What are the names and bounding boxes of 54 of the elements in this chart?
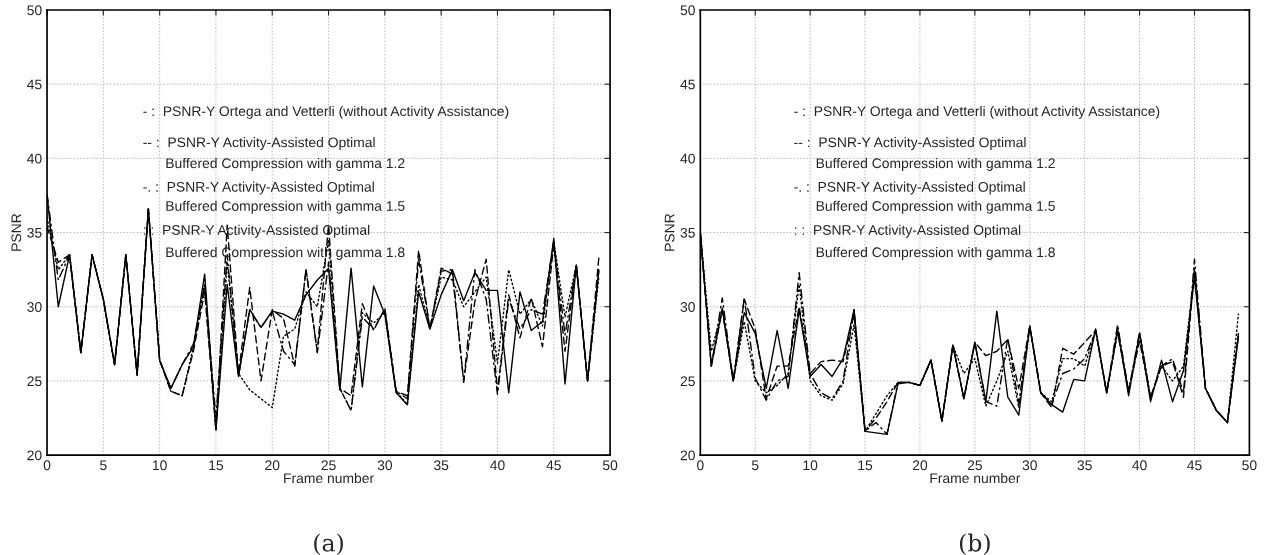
annotation: Buffered Compression with gamma 1.2: [816, 157, 1055, 171]
x-tick-label: 35: [433, 460, 449, 471]
text: (b): [959, 533, 990, 555]
y-tick-label: 35: [680, 227, 695, 238]
x-tick-label: 50: [602, 460, 618, 471]
annotation: - : PSNR-Y Ortega and Vetterli (without Activity Assistance): [143, 105, 509, 119]
x-axis-title: Frame number: [284, 472, 374, 484]
x-tick-label: 10: [803, 460, 818, 471]
x-tick-label: 20: [912, 460, 928, 471]
y-tick-label: 20: [27, 450, 42, 461]
annotation: Buffered Compression with gamma 1.5: [166, 200, 405, 214]
x-tick-label: 40: [1132, 460, 1147, 471]
y-tick-label: 30: [27, 302, 42, 312]
x-tick-label: 30: [377, 460, 393, 471]
y-axis-title: PSNR: [664, 213, 675, 251]
y-tick-label: 45: [680, 79, 695, 90]
y-tick-label: 40: [680, 153, 695, 164]
text: (a): [314, 533, 343, 555]
x-tick-label: 45: [1187, 460, 1202, 471]
x-tick-label: 5: [100, 460, 107, 471]
y-axis-title: PSNR: [11, 213, 22, 251]
x-tick-label: 25: [321, 460, 336, 471]
x-axis-title: Frame number: [930, 472, 1021, 484]
y-tick-label: 20: [680, 450, 695, 461]
x-tick-label: 50: [1242, 460, 1257, 471]
annotation: Buffered Compression with gamma 1.8: [816, 246, 1055, 260]
annotation: : : PSNR-Y Activity-Assisted Optimal: [794, 224, 1021, 238]
x-tick-label: 45: [546, 460, 561, 471]
x-tick-label: 25: [967, 460, 982, 471]
y-tick-label: 50: [680, 5, 695, 16]
y-tick-label: 40: [27, 153, 42, 164]
y-tick-label: 35: [27, 227, 42, 238]
annotation: Buffered Compression with gamma 1.5: [816, 200, 1055, 214]
y-tick-label: 25: [27, 376, 42, 387]
x-tick-label: 5: [751, 460, 759, 471]
x-tick-label: 15: [209, 460, 224, 471]
y-tick-label: 50: [27, 5, 42, 16]
annotation: -. : PSNR-Y Activity-Assisted Optimal: [794, 181, 1025, 195]
annotation: - : PSNR-Y Ortega and Vetterli (without Activity Assistance): [794, 105, 1160, 119]
annotation: -. : PSNR-Y Activity-Assisted Optimal: [143, 181, 374, 195]
annotation: -- : PSNR-Y Activity-Assisted Optimal: [143, 137, 375, 150]
y-tick-label: 25: [680, 376, 695, 387]
y-tick-label: 45: [27, 79, 42, 90]
x-tick-label: 0: [697, 460, 704, 471]
x-tick-label: 20: [265, 460, 280, 471]
x-tick-label: 0: [43, 460, 51, 471]
x-tick-label: 40: [490, 460, 505, 471]
annotation: -- : PSNR-Y Activity-Assisted Optimal: [794, 137, 1026, 150]
y-tick-label: 30: [680, 302, 695, 312]
x-tick-label: 10: [152, 460, 167, 471]
x-tick-label: 30: [1022, 460, 1037, 471]
x-tick-label: 15: [858, 460, 873, 471]
x-tick-label: 35: [1077, 460, 1092, 471]
annotation: Buffered Compression with gamma 1.2: [166, 157, 405, 171]
